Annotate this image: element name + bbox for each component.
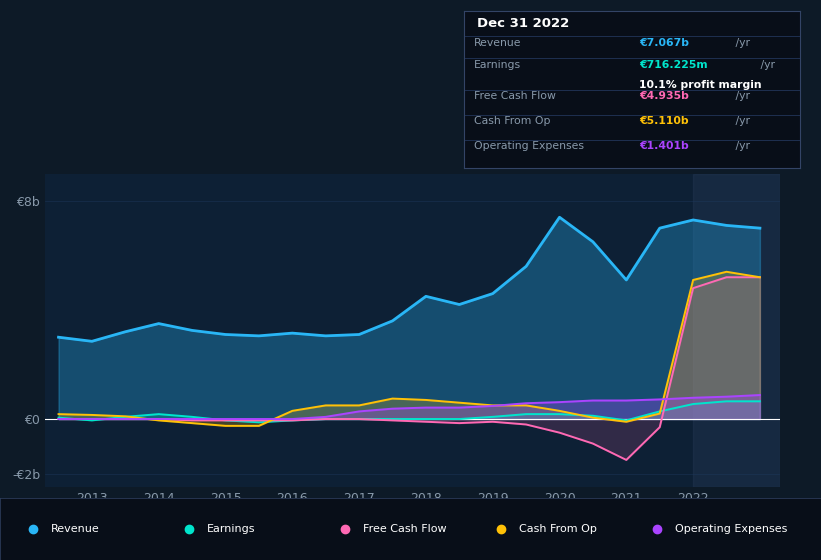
Text: 10.1% profit margin: 10.1% profit margin [639, 80, 762, 90]
Text: /yr: /yr [732, 38, 750, 48]
Text: Cash From Op: Cash From Op [519, 524, 597, 534]
Text: Free Cash Flow: Free Cash Flow [363, 524, 447, 534]
Text: /yr: /yr [758, 60, 775, 70]
Text: /yr: /yr [732, 141, 750, 151]
Text: Free Cash Flow: Free Cash Flow [474, 91, 556, 101]
Text: Earnings: Earnings [474, 60, 521, 70]
Text: Cash From Op: Cash From Op [474, 116, 550, 126]
Text: /yr: /yr [732, 116, 750, 126]
Text: €5.110b: €5.110b [639, 116, 689, 126]
Text: €1.401b: €1.401b [639, 141, 689, 151]
Text: €4.935b: €4.935b [639, 91, 689, 101]
Text: Dec 31 2022: Dec 31 2022 [477, 17, 570, 30]
Text: Operating Expenses: Operating Expenses [675, 524, 787, 534]
Text: Operating Expenses: Operating Expenses [474, 141, 584, 151]
Text: €716.225m: €716.225m [639, 60, 708, 70]
Text: /yr: /yr [732, 91, 750, 101]
Text: Revenue: Revenue [474, 38, 521, 48]
Bar [693, 174, 780, 487]
Text: €7.067b: €7.067b [639, 38, 689, 48]
Text: Earnings: Earnings [207, 524, 255, 534]
Text: Revenue: Revenue [51, 524, 99, 534]
